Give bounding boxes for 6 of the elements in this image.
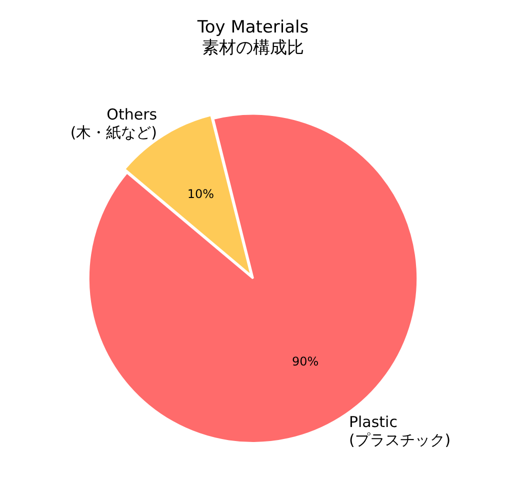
slice-label: Others (木・紙など)	[70, 106, 158, 142]
chart-subtitle: 素材の構成比	[202, 38, 304, 58]
data-label: 10%	[187, 186, 214, 201]
slice-label: Plastic (プラスチック)	[348, 412, 451, 449]
chart-title: Toy Materials	[196, 18, 309, 38]
data-label: 90%	[292, 354, 319, 368]
